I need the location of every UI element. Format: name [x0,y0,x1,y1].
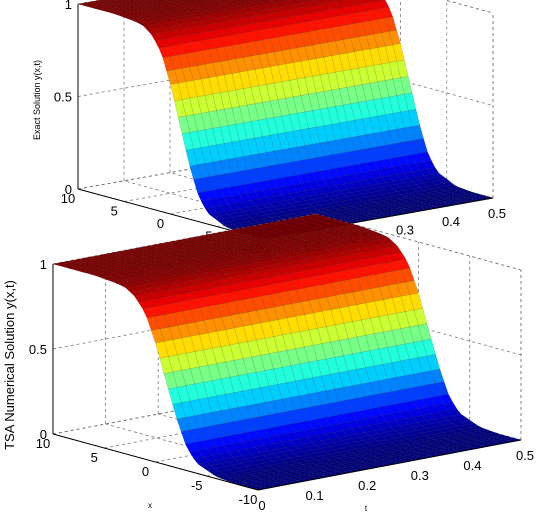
t-tick-label: 0.3 [411,468,429,483]
z-axis-label: Exact Solution y(x,t) [32,60,42,140]
x-tick-label: 10 [36,436,50,451]
x-tick-label: 0 [157,216,164,231]
x-tick-label: 5 [111,204,118,219]
x-tick-label: 0 [142,464,149,479]
x-tick-label: 10 [61,191,75,206]
x-tick-label: -10 [239,492,258,507]
t-tick-label: 0.2 [358,478,376,493]
z-tick-label: 0.5 [54,90,72,105]
surface-patch [268,0,274,1]
surface-patch [201,0,212,2]
surface-patch [189,0,199,2]
x-axis-label: x [148,501,152,510]
t-tick-label: 0 [258,498,265,513]
surface-patch [235,0,247,2]
z-axis-label: TSA Numerical Solution y(x,t) [2,280,17,450]
z-tick-label: 0.5 [29,342,47,357]
surface-patch [376,0,386,2]
t-axis-line [257,439,522,491]
surface-patch [213,0,224,2]
x-tick-label: 5 [91,450,98,465]
surface-patch [224,0,235,2]
surface [77,0,494,240]
surface [52,213,522,491]
t-tick-label: 0.5 [516,448,534,463]
t-tick-label: 0.5 [488,206,506,221]
x-axis-line [52,433,259,491]
z-tick-label: 1 [65,0,72,12]
surface-patch [127,0,140,2]
t-axis-label: t [365,504,368,513]
z-tick-label: 0 [40,427,47,442]
t-tick-label: 0.4 [442,214,460,229]
z-tick-label: 0 [65,182,72,197]
t-tick-label: 0.1 [306,488,324,503]
t-tick-label: 0.3 [396,222,414,237]
x-tick-label: -5 [191,478,203,493]
t-tick-label: 0.4 [463,458,481,473]
z-tick-label: 1 [40,257,47,272]
